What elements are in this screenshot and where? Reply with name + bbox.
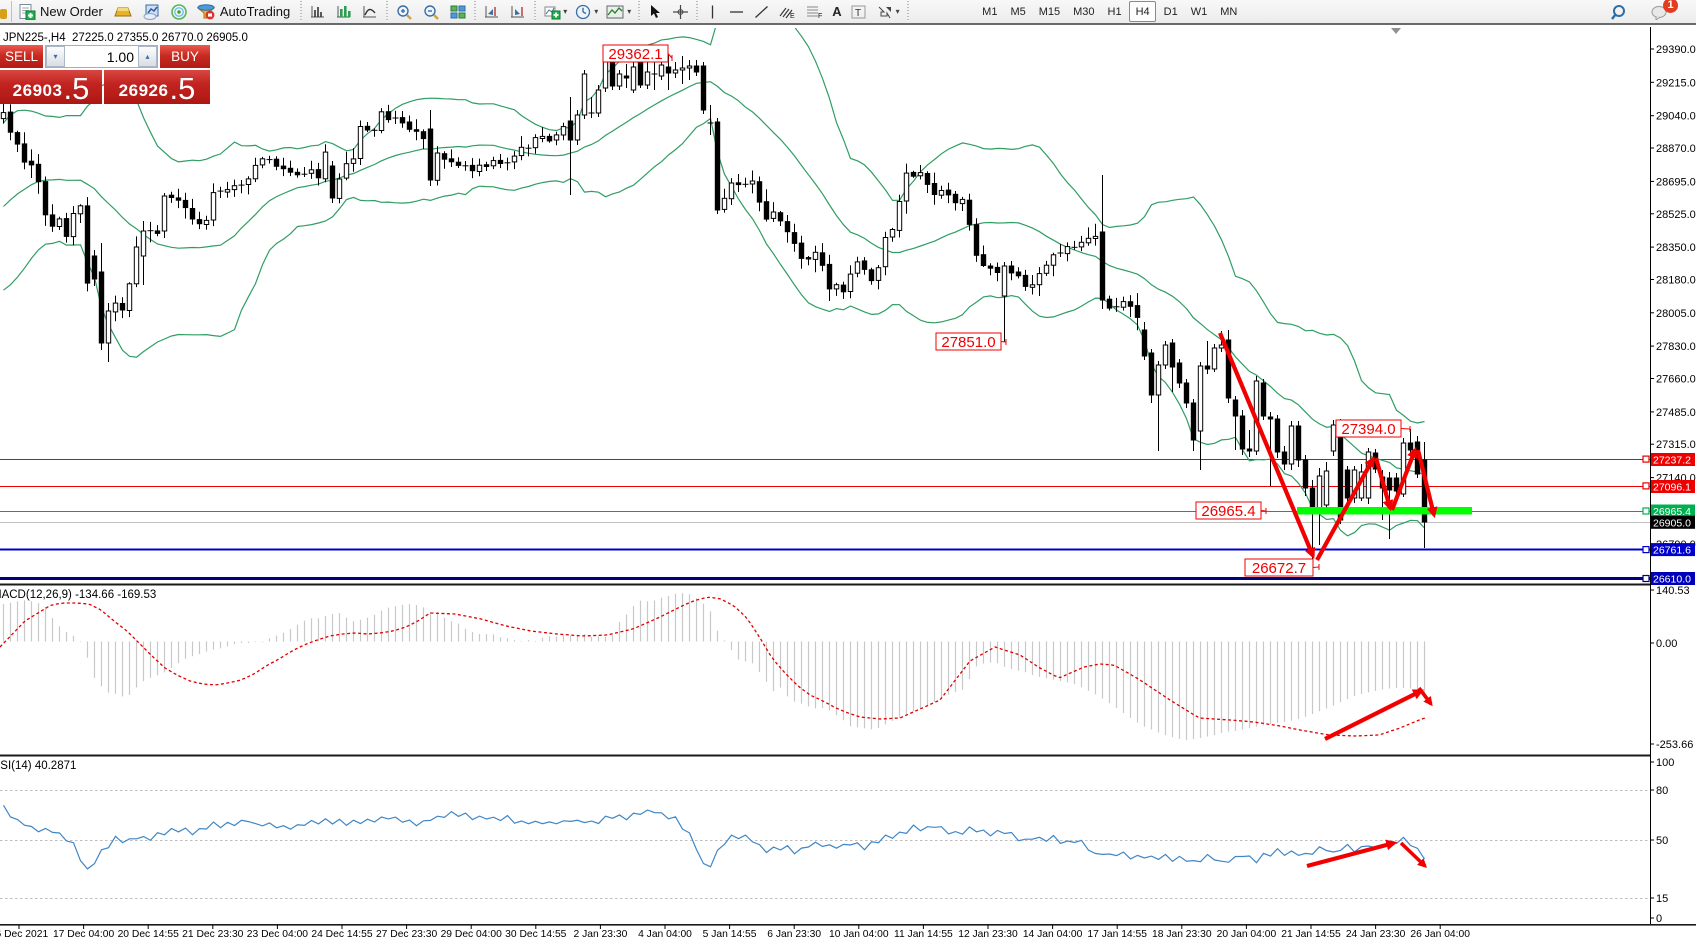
svg-text:RSI(14) 40.2871: RSI(14) 40.2871 xyxy=(0,760,76,772)
svg-text:27830.0: 27830.0 xyxy=(1656,341,1696,353)
svg-text:28180.0: 28180.0 xyxy=(1656,275,1696,287)
svg-text:26965.4: 26965.4 xyxy=(1653,506,1691,518)
svg-text:30 Dec 14:55: 30 Dec 14:55 xyxy=(505,929,567,940)
svg-text:26905.0: 26905.0 xyxy=(1653,517,1691,529)
svg-text:27660.0: 27660.0 xyxy=(1656,374,1696,386)
svg-text:27485.0: 27485.0 xyxy=(1656,407,1696,419)
svg-text:100: 100 xyxy=(1656,757,1674,769)
svg-text:26 Jan 04:00: 26 Jan 04:00 xyxy=(1410,929,1470,940)
svg-text:10 Jan 04:00: 10 Jan 04:00 xyxy=(829,929,889,940)
svg-text:E: E xyxy=(790,13,795,20)
svg-text:80: 80 xyxy=(1656,785,1668,797)
svg-text:23 Dec 04:00: 23 Dec 04:00 xyxy=(247,929,309,940)
svg-text:T: T xyxy=(855,8,861,19)
svg-text:27851.0: 27851.0 xyxy=(941,334,995,351)
svg-text:18 Jan 23:30: 18 Jan 23:30 xyxy=(1152,929,1212,940)
svg-text:16 Dec 2021: 16 Dec 2021 xyxy=(0,929,48,940)
svg-text:27315.0: 27315.0 xyxy=(1656,439,1696,451)
svg-text:28695.0: 28695.0 xyxy=(1656,176,1696,188)
svg-text:14 Jan 04:00: 14 Jan 04:00 xyxy=(1023,929,1083,940)
svg-text:4 Jan 04:00: 4 Jan 04:00 xyxy=(638,929,692,940)
svg-text:28005.0: 28005.0 xyxy=(1656,308,1696,320)
svg-text:27 Dec 23:30: 27 Dec 23:30 xyxy=(376,929,438,940)
svg-text:29 Dec 04:00: 29 Dec 04:00 xyxy=(441,929,503,940)
svg-text:24 Dec 14:55: 24 Dec 14:55 xyxy=(311,929,373,940)
svg-text:F: F xyxy=(818,13,822,20)
svg-text:21 Dec 23:30: 21 Dec 23:30 xyxy=(182,929,244,940)
svg-text:29390.0: 29390.0 xyxy=(1656,44,1696,56)
svg-text:28525.0: 28525.0 xyxy=(1656,209,1696,221)
svg-text:26610.0: 26610.0 xyxy=(1653,574,1691,586)
svg-text:26761.6: 26761.6 xyxy=(1653,545,1691,557)
svg-text:20 Jan 04:00: 20 Jan 04:00 xyxy=(1217,929,1277,940)
svg-text:17 Jan 14:55: 17 Jan 14:55 xyxy=(1087,929,1147,940)
svg-text:0.00: 0.00 xyxy=(1656,638,1677,650)
svg-text:21 Jan 14:55: 21 Jan 14:55 xyxy=(1281,929,1341,940)
svg-text:29362.1: 29362.1 xyxy=(608,46,662,63)
svg-text:20 Dec 14:55: 20 Dec 14:55 xyxy=(118,929,180,940)
svg-text:2 Jan 23:30: 2 Jan 23:30 xyxy=(573,929,627,940)
svg-text:6 Jan 23:30: 6 Jan 23:30 xyxy=(767,929,821,940)
svg-text:11 Jan 14:55: 11 Jan 14:55 xyxy=(894,929,953,940)
svg-text:29040.0: 29040.0 xyxy=(1656,111,1696,123)
svg-text:27237.2: 27237.2 xyxy=(1653,455,1691,467)
svg-text:28350.0: 28350.0 xyxy=(1656,242,1696,254)
svg-text:28870.0: 28870.0 xyxy=(1656,143,1696,155)
svg-text:15: 15 xyxy=(1656,893,1668,905)
svg-text:50: 50 xyxy=(1656,835,1668,847)
svg-text:0: 0 xyxy=(1656,913,1662,925)
svg-text:26965.4: 26965.4 xyxy=(1201,503,1255,520)
svg-text:17 Dec 04:00: 17 Dec 04:00 xyxy=(53,929,115,940)
svg-text:29215.0: 29215.0 xyxy=(1656,77,1696,89)
svg-text:27394.0: 27394.0 xyxy=(1341,421,1395,438)
svg-text:5 Jan 14:55: 5 Jan 14:55 xyxy=(703,929,757,940)
svg-text:26672.7: 26672.7 xyxy=(1252,560,1306,577)
svg-text:24 Jan 23:30: 24 Jan 23:30 xyxy=(1346,929,1406,940)
svg-text:12 Jan 23:30: 12 Jan 23:30 xyxy=(958,929,1018,940)
svg-text:140.53: 140.53 xyxy=(1656,585,1690,597)
svg-text:27096.1: 27096.1 xyxy=(1653,482,1691,494)
svg-text:-253.66: -253.66 xyxy=(1656,739,1693,751)
svg-text:MACD(12,26,9) -134.66 -169.53: MACD(12,26,9) -134.66 -169.53 xyxy=(0,589,156,601)
svg-text:JPN225-,H4 27225.0 27355.0 26: JPN225-,H4 27225.0 27355.0 26770.0 26905… xyxy=(3,32,248,44)
